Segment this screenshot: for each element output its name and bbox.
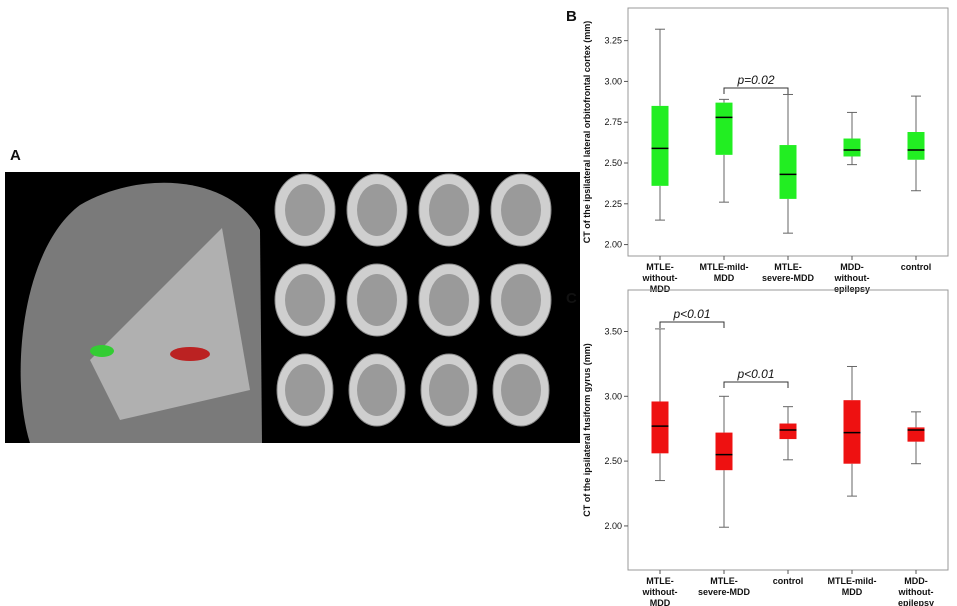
x-tick-label: MDD-without-epilepsy <box>834 262 871 294</box>
y-tick-label: 2.50 <box>604 456 622 466</box>
charts: B CT of the ipsilateral lateral orbitofro… <box>566 7 949 606</box>
y-tick-label: 3.50 <box>604 326 622 336</box>
panel-label: C <box>566 290 577 307</box>
x-tick-label: control <box>773 576 804 586</box>
x-tick-label: MTLE-without-MDD <box>642 576 678 606</box>
y-axis-label: CT of the ipsilateral fusiform gyrus (mm… <box>582 343 592 517</box>
y-axis-label: CT of the ipsilateral lateral orbitofron… <box>582 21 592 244</box>
box <box>843 138 861 157</box>
slice-inner <box>357 274 397 326</box>
y-tick-label: 2.25 <box>604 199 622 209</box>
box <box>715 102 733 155</box>
x-tick-label: MTLE-mild-MDD <box>828 576 877 597</box>
significance-bracket <box>723 87 789 94</box>
panel-label: A <box>10 147 21 164</box>
slice-inner <box>501 364 541 416</box>
significance-bracket <box>723 381 789 388</box>
box <box>651 401 669 454</box>
x-tick-label: MTLE-severe-MDD <box>762 262 815 283</box>
x-tick-label: MTLE-without-MDD <box>642 262 678 294</box>
slice-inner <box>285 274 325 326</box>
box <box>651 105 669 186</box>
slice-inner <box>501 274 541 326</box>
axial-slices <box>274 173 552 427</box>
y-tick-label: 2.75 <box>604 117 622 127</box>
y-tick-label: 3.00 <box>604 391 622 401</box>
red-region <box>170 347 210 361</box>
significance-label: p<0.01 <box>672 307 710 321</box>
y-tick-label: 2.00 <box>604 240 622 250</box>
box <box>715 432 733 471</box>
significance-label: p=0.02 <box>736 73 774 87</box>
y-tick-label: 3.25 <box>604 36 622 46</box>
x-tick-label: MTLE-mild-MDD <box>700 262 749 283</box>
box <box>779 423 797 440</box>
slice-inner <box>285 364 325 416</box>
significance-bracket <box>659 321 725 328</box>
slice-inner <box>429 364 469 416</box>
slice-inner <box>429 184 469 236</box>
brain-images <box>5 172 580 443</box>
box <box>779 145 797 199</box>
x-tick-label: control <box>901 262 932 272</box>
brain-cutout <box>90 228 250 420</box>
y-tick-label: 2.50 <box>604 158 622 168</box>
significance-label: p<0.01 <box>736 367 774 381</box>
slice-inner <box>285 184 325 236</box>
slice-inner <box>429 274 469 326</box>
x-tick-label: MDD-without-epilepsy <box>898 576 935 606</box>
box <box>907 427 925 442</box>
x-tick-label: MTLE-severe-MDD <box>698 576 751 597</box>
box <box>907 132 925 160</box>
green-region <box>90 345 114 357</box>
y-tick-label: 2.00 <box>604 521 622 531</box>
y-tick-label: 3.00 <box>604 76 622 86</box>
slice-inner <box>501 184 541 236</box>
slice-inner <box>357 184 397 236</box>
panel-label: B <box>566 8 577 25</box>
slice-inner <box>357 364 397 416</box>
